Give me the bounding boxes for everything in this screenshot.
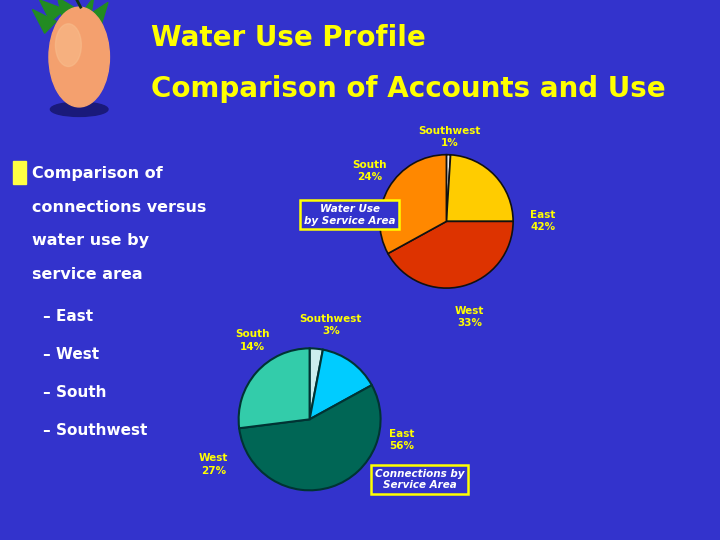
- Polygon shape: [32, 10, 56, 33]
- Wedge shape: [388, 221, 513, 288]
- Text: water use by: water use by: [32, 233, 150, 248]
- Text: Water Use
by Service Area: Water Use by Service Area: [304, 204, 395, 226]
- Text: West: West: [455, 307, 485, 316]
- Polygon shape: [40, 0, 65, 22]
- Wedge shape: [379, 154, 446, 254]
- Wedge shape: [310, 348, 323, 420]
- Text: Southwest: Southwest: [418, 126, 481, 136]
- Polygon shape: [58, 0, 76, 22]
- Wedge shape: [238, 348, 310, 428]
- Polygon shape: [83, 0, 94, 22]
- Text: East: East: [390, 429, 415, 438]
- Text: 24%: 24%: [357, 172, 382, 181]
- Text: East: East: [531, 210, 556, 220]
- Text: 33%: 33%: [457, 319, 482, 328]
- Bar: [13, 161, 26, 184]
- Text: Water Use Profile: Water Use Profile: [151, 24, 426, 52]
- Text: – Southwest: – Southwest: [43, 423, 148, 438]
- Wedge shape: [446, 154, 451, 221]
- Text: – South: – South: [43, 385, 107, 400]
- Text: Comparison of: Comparison of: [32, 166, 163, 181]
- Text: West: West: [199, 454, 228, 463]
- Text: service area: service area: [32, 267, 143, 282]
- Circle shape: [55, 24, 81, 66]
- Text: 14%: 14%: [240, 342, 266, 352]
- Text: connections versus: connections versus: [32, 200, 207, 215]
- Text: – East: – East: [43, 309, 94, 324]
- Text: Connections by
Service Area: Connections by Service Area: [375, 469, 464, 490]
- Wedge shape: [239, 385, 381, 490]
- Text: 3%: 3%: [322, 326, 340, 336]
- Wedge shape: [446, 155, 513, 221]
- Text: South: South: [352, 160, 387, 170]
- Wedge shape: [310, 349, 372, 420]
- Polygon shape: [90, 2, 108, 26]
- Text: 56%: 56%: [390, 441, 415, 451]
- Circle shape: [49, 7, 109, 107]
- Text: 27%: 27%: [201, 466, 226, 476]
- Text: 1%: 1%: [441, 138, 459, 149]
- Text: – West: – West: [43, 347, 99, 362]
- Ellipse shape: [50, 102, 108, 117]
- Text: Southwest: Southwest: [300, 314, 362, 323]
- Text: South: South: [235, 329, 270, 339]
- Text: 42%: 42%: [531, 222, 556, 232]
- Text: Comparison of Accounts and Use: Comparison of Accounts and Use: [151, 75, 666, 103]
